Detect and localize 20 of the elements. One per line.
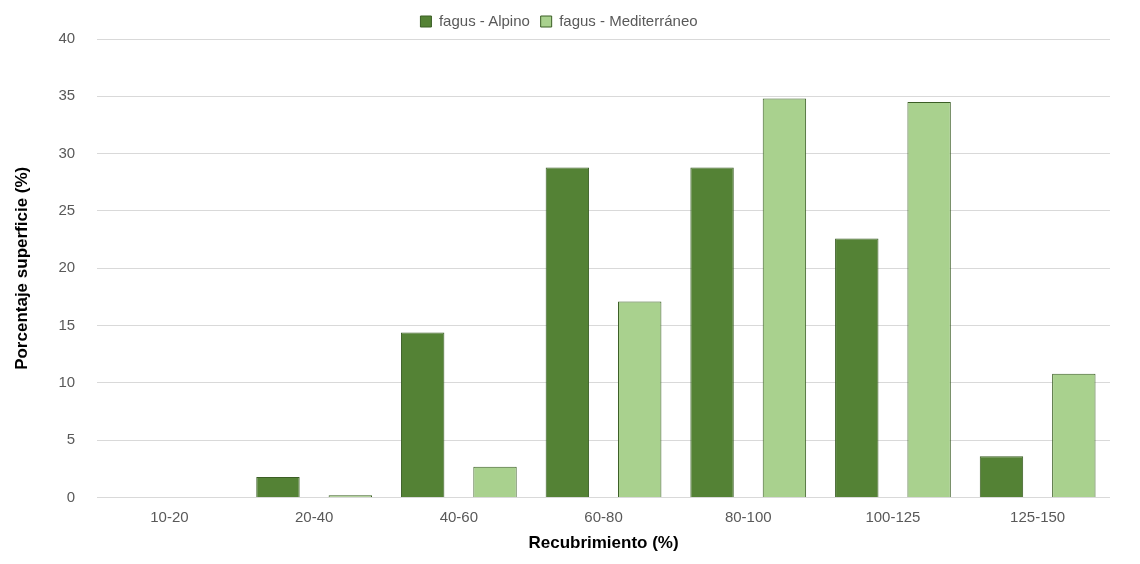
x-tick-label: 20-40 <box>294 507 334 525</box>
x-tick-label: 60-80 <box>584 507 623 525</box>
x-axis-title: Recubrimiento (%) <box>528 533 679 553</box>
x-tick-label: 10-20 <box>150 507 189 525</box>
legend-label: fagus - Alpino <box>438 11 530 29</box>
x-tick-label: 40-60 <box>439 507 479 525</box>
y-tick-label: 30 <box>58 143 76 161</box>
x-tick-label: 80-100 <box>724 507 772 525</box>
y-tick-label: 5 <box>66 430 76 448</box>
y-axis-title: Porcentaje superficie (%) <box>11 166 31 370</box>
y-tick-label: 15 <box>58 315 76 333</box>
y-tick-label: 10 <box>58 373 76 391</box>
y-tick-label: 0 <box>66 487 76 505</box>
y-tick-label: 25 <box>58 201 76 219</box>
y-tick-label: 20 <box>58 258 76 276</box>
y-tick-label: 35 <box>58 86 76 104</box>
y-tick-label: 40 <box>58 29 76 47</box>
x-tick-label: 125-150 <box>1010 507 1066 525</box>
x-tick-label: 100-125 <box>865 507 921 525</box>
legend-label: fagus - Mediterráneo <box>559 11 698 29</box>
